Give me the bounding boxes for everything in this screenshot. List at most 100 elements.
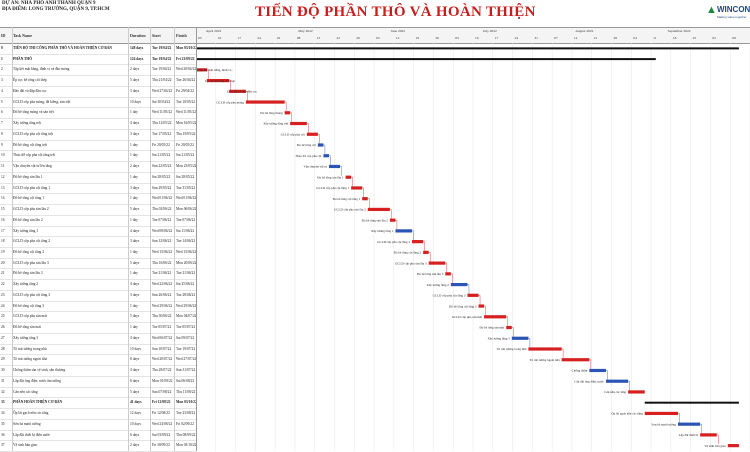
table-row[interactable]: 0 TIẾN ĐỘ THI CÔNG PHẦN THÔ VÀ HOÀN THIỆN…: [0, 43, 196, 55]
cell-finish: Tue 28/06/22: [176, 292, 196, 297]
task-bar-label: Tập kết mặt bằng, định vị...: [198, 67, 233, 73]
cell-finish: Sat 09/07/22: [176, 335, 195, 340]
table-row[interactable]: 14 Đổ bê tông cột tầng 1 1 day Wed 01/06/22…: [0, 193, 196, 206]
cell-dur: 3 days: [130, 185, 140, 190]
project-name: DỰ ÁN: NHÀ PHỐ ANH THÀNH QUẬN 9: [2, 1, 96, 6]
task-bar: [605, 379, 629, 383]
table-row[interactable]: 23 GCLD cốp pha cột tầng 3 3 days Sun 26/06…: [0, 290, 196, 302]
table-row[interactable]: 34 Ốp lát gạch nền các tầng 12 days Fri 12/…: [0, 408, 196, 420]
table-row[interactable]: 8 GCLD cốp pha cột tầng trệt 3 days Tue 17/…: [0, 129, 196, 141]
table-row[interactable]: 7 Xây tường tầng trệt 4 days Thu 12/05/22 Mo…: [0, 118, 196, 130]
task-bar: [362, 197, 368, 201]
col-header-duration[interactable]: Duration: [130, 33, 146, 38]
col-header-start[interactable]: Start: [152, 33, 161, 38]
cell-name: Đổ bê tông sàn mái: [13, 325, 41, 330]
table-row[interactable]: 15 GCLD cốp pha sàn lầu 2 5 days Thu 02/06/…: [0, 204, 196, 216]
task-bar: [367, 207, 390, 212]
table-row[interactable]: 4 Đào đất và đập đầu cọc 3 days Wed 27/04/2…: [0, 86, 196, 98]
col-header-finish[interactable]: Finish: [176, 33, 187, 38]
cell-finish: Sat 21/05/22: [176, 153, 195, 158]
dependency-link: [328, 155, 331, 165]
table-row[interactable]: 6 Đổ bê tông móng và sàn trệt 1 day Wed 11/…: [0, 107, 196, 120]
table-row[interactable]: 37 Vệ sinh bàn giao 2 days Fri 30/09/22 Mon …: [0, 440, 196, 452]
table-row[interactable]: 29 Tô trát tường ngoài nhà 8 days Wed 20/07…: [0, 354, 196, 367]
dependency-link: [450, 273, 453, 283]
timeline-month: September 2022: [667, 29, 691, 33]
gantt-chart: Tập kết mặt bằng, định vị... Ép cọc bê tô…: [196, 43, 750, 451]
cell-finish: Tue 05/07/22: [176, 325, 196, 330]
cell-name: Cán nền các tầng: [13, 389, 38, 394]
cell-start: Wed 06/07/22: [152, 335, 173, 340]
table-row[interactable]: 26 Đổ bê tông sàn mái 1 day Tue 05/07/22 Tue…: [0, 322, 196, 334]
table-row[interactable]: 16 Đổ bê tông sàn lầu 2 1 day Tue 07/06/22 T…: [0, 215, 196, 227]
cell-id: 18: [1, 239, 5, 244]
col-header-task-name[interactable]: Task Name: [13, 33, 33, 38]
cell-name: Đổ bê tông cột tầng 2: [13, 250, 45, 254]
table-header: ID Task Name Duration Start Finish April…: [0, 27, 750, 44]
cell-dur: 8 days: [130, 357, 140, 362]
table-row[interactable]: 19 Đổ bê tông cột tầng 2 1 day Wed 15/06/22…: [0, 247, 196, 259]
table-row[interactable]: 28 Tô trát tường trong nhà 10 days Sun 10/0…: [0, 344, 196, 356]
table-row[interactable]: 10 Tháo dỡ cốp pha cột tầng trệt 1 day Sat …: [0, 150, 196, 163]
table-row[interactable]: 36 Lắp đặt thiết bị điện nước 6 days Sat 03…: [0, 430, 196, 442]
dependency-link: [245, 91, 248, 101]
table-row[interactable]: 20 GCLD cốp pha sàn lầu 3 5 days Thu 16/06/…: [0, 258, 196, 270]
cell-finish: Fri 23/09/22: [176, 56, 195, 61]
cell-name: Tháo dỡ cốp pha cột tầng trệt: [13, 153, 56, 158]
table-row[interactable]: 1 PHẦN THÔ 124 days Tue 19/04/22 Fri 23/09/2…: [0, 54, 196, 66]
table-row[interactable]: 18 GCLD cốp pha cột tầng 2 3 days Sun 12/06…: [0, 236, 196, 248]
cell-id: 1: [1, 56, 3, 61]
cell-dur: 1 day: [130, 110, 138, 115]
table-row[interactable]: 2 Tập kết mặt bằng, định vị và đào móng 2 …: [0, 64, 196, 77]
cell-start: Sat 30/04/22: [152, 99, 171, 104]
table-row[interactable]: 32 Cán nền các tầng 5 days Sun 07/08/22 Thu …: [0, 387, 196, 399]
cell-id: 0: [1, 46, 3, 50]
cell-finish: Tue 21/06/22: [176, 271, 196, 276]
table-row[interactable]: 5 GCLD cốp pha móng, đà kiềng, sàn trệt 10…: [0, 97, 196, 109]
dependency-link: [467, 284, 470, 294]
col-header-id[interactable]: ID: [1, 33, 6, 38]
task-bar-label: Tháo dỡ cốp pha cột: [295, 154, 321, 158]
timeline-week: 02: [712, 36, 716, 40]
table-row[interactable]: 22 Xây tường tầng 2 4 days Wed 22/06/22 Sat …: [0, 279, 196, 291]
table-row[interactable]: 24 Đổ bê tông cột tầng 3 1 day Wed 29/06/22…: [0, 301, 196, 313]
table-row[interactable]: 33 PHẦN HOÀN THIỆN CƠ BẢN 41 days Fri 12/08…: [0, 397, 196, 410]
cell-finish: Fri 20/05/22: [176, 142, 194, 147]
dependency-link: [412, 230, 414, 241]
cell-finish: Sat 06/08/22: [176, 378, 195, 383]
task-bar: [644, 411, 678, 416]
table-row[interactable]: 9 Đổ bê tông cột tầng trệt 1 day Fri 20/05/…: [0, 140, 196, 152]
cell-id: 17: [1, 228, 5, 233]
table-row[interactable]: 17 Xây tường tầng 1 4 days Wed 08/06/22 Sat …: [0, 226, 196, 238]
table-row[interactable]: 3 Ép cọc bê tông cốt thép 5 days Thu 21/04/…: [0, 75, 196, 87]
table-row[interactable]: 13 GCLD cốp pha cột tầng 1 3 days Sun 29/05…: [0, 183, 196, 195]
table-chart-divider[interactable]: [196, 27, 197, 451]
cell-start: Thu 12/05/22: [152, 121, 172, 126]
timeline-month: June 2022: [390, 29, 405, 33]
dependency-link: [367, 198, 370, 208]
cell-finish: Fri 02/09/22: [176, 421, 194, 426]
table-row[interactable]: 35 Sơn bả matit tường 10 days Wed 24/08/22 F…: [0, 419, 196, 431]
cell-dur: 12 days: [130, 411, 142, 416]
cell-finish: Tue 14/06/22: [176, 239, 196, 244]
table-row[interactable]: 12 Đổ bê tông sàn lầu 1 1 day Sat 28/05/22 S…: [0, 172, 196, 184]
task-bar: [450, 282, 468, 287]
cell-id: 14: [1, 196, 5, 201]
table-row[interactable]: 11 Vận chuyển vật tư lên tầng 2 days Sun 22…: [0, 161, 196, 173]
table-row[interactable]: 30 Chống thấm sàn vệ sinh, sân thượng 4 da…: [0, 365, 196, 377]
cell-start: Tue 17/05/22: [152, 131, 172, 136]
cell-start: Wed 27/04/22: [152, 88, 173, 93]
table-row[interactable]: 31 Lắp đặt ống điện, nước âm tường 6 days M…: [0, 376, 196, 388]
table-row[interactable]: 21 Đổ bê tông sàn lầu 3 1 day Tue 21/06/22 T…: [0, 268, 196, 281]
cell-start: Wed 08/06/22: [152, 228, 173, 233]
table-row[interactable]: 27 Xây tường tầng 3 4 days Wed 06/07/22 Sat …: [0, 333, 196, 345]
cell-id: 8: [1, 131, 3, 136]
task-bar-label: GCLD cốp pha cột tầng 1: [316, 186, 349, 190]
cell-name: Chống thấm sàn vệ sinh, sân thượng: [13, 368, 66, 373]
timeline-week: 14: [573, 36, 578, 40]
cell-name: Vệ sinh bàn giao: [13, 443, 38, 448]
dependency-link: [478, 295, 481, 305]
cell-name: Đổ bê tông sàn lầu 1: [13, 174, 43, 179]
cell-dur: 2 days: [130, 164, 140, 169]
table-row[interactable]: 25 GCLD cốp pha sàn mái 5 days Thu 30/06/22…: [0, 311, 196, 324]
